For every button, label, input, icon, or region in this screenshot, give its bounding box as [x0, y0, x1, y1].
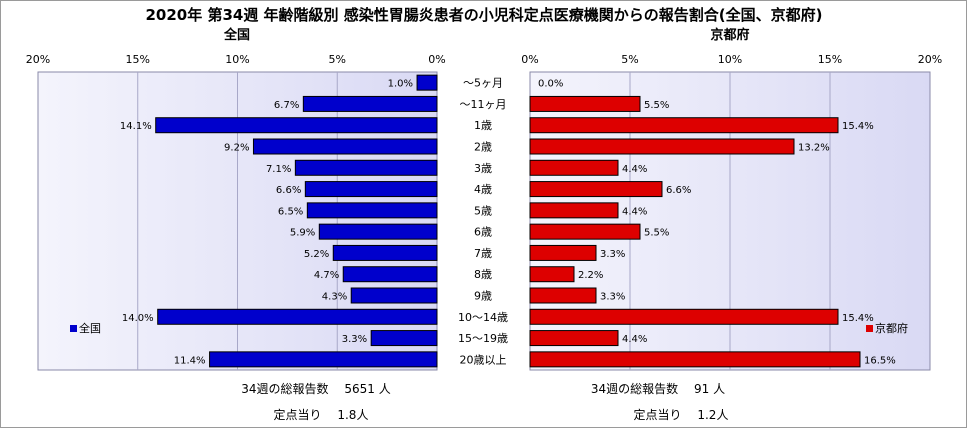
age-category-label: 9歳 [474, 290, 492, 303]
kyoto-data-label: 15.4% [842, 313, 874, 324]
kyoto-data-label: 16.5% [864, 355, 896, 366]
national-data-label: 6.6% [276, 185, 301, 196]
national-bar [332, 244, 438, 261]
age-category-label: 4歳 [474, 183, 492, 196]
kyoto-bar [529, 138, 795, 155]
national-data-label: 9.2% [224, 143, 249, 154]
kyoto-data-label: 3.3% [600, 249, 625, 260]
kyoto-data-label: 15.4% [842, 121, 874, 132]
kyoto-bar [529, 266, 575, 283]
age-category-label: 5歳 [474, 204, 492, 217]
kyoto-x-tick-label: 20% [918, 53, 942, 66]
kyoto-data-label: 3.3% [600, 292, 625, 303]
kyoto-data-label: 5.5% [644, 228, 669, 239]
national-data-label: 3.3% [342, 334, 367, 345]
age-category-label: 15～19歳 [458, 332, 508, 345]
kyoto-bar [529, 159, 619, 176]
national-x-tick-label: 20% [26, 53, 50, 66]
kyoto-data-label: 5.5% [644, 100, 669, 111]
national-bar [157, 308, 438, 325]
national-data-label: 14.0% [122, 313, 154, 324]
kyoto-bar [529, 308, 839, 325]
age-category-label: 2歳 [474, 141, 492, 154]
age-category-label: 8歳 [474, 268, 492, 281]
kyoto-bar [529, 330, 619, 347]
national-bar [350, 287, 438, 304]
panel-title-national: 全国 [223, 27, 250, 43]
national-legend-swatch [70, 325, 77, 332]
national-data-label: 4.7% [314, 270, 339, 281]
national-bar [304, 181, 438, 198]
kyoto-x-tick-label: 10% [718, 53, 742, 66]
national-bar [342, 266, 438, 283]
kyoto-legend-swatch [866, 325, 873, 332]
age-category-label: ～11ヶ月 [460, 98, 507, 111]
kyoto-legend-label: 京都府 [875, 321, 908, 335]
age-category-label: 1歳 [474, 119, 492, 132]
national-data-label: 7.1% [266, 164, 291, 175]
national-bar [294, 159, 438, 176]
national-bar [252, 138, 438, 155]
kyoto-bar [529, 351, 861, 368]
national-bar [209, 351, 438, 368]
national-bar [302, 95, 438, 112]
national-legend-label: 全国 [79, 321, 101, 335]
kyoto-per-site: 定点当り 1.2人 [634, 407, 729, 422]
age-category-label: 3歳 [474, 162, 492, 175]
national-bar [306, 202, 438, 219]
national-bar [318, 223, 438, 240]
kyoto-bar [529, 202, 619, 219]
national-plot-area: 20% 15% 10% 5% 0% 1.0% 6.7% 14.1% 9.2% 7.1% 6.6% 6.… [26, 53, 446, 371]
kyoto-data-label: 2.2% [578, 270, 603, 281]
kyoto-data-label: 4.4% [622, 164, 647, 175]
kyoto-data-label: 13.2% [798, 143, 830, 154]
kyoto-data-label: 6.6% [666, 185, 691, 196]
kyoto-data-label: 4.4% [622, 206, 647, 217]
kyoto-bar [529, 223, 641, 240]
national-x-tick-label: 10% [225, 53, 249, 66]
national-data-label: 4.3% [322, 292, 347, 303]
kyoto-bar [529, 95, 641, 112]
kyoto-x-tick-label: 15% [818, 53, 842, 66]
national-data-label: 6.7% [274, 100, 299, 111]
national-data-label: 11.4% [174, 355, 206, 366]
kyoto-plot-area: 0% 5% 10% 15% 20% 0.0% 5.5% 15.4% 13.2% 4.4% 6.6% 4… [521, 53, 942, 371]
national-data-label: 14.1% [120, 121, 152, 132]
chart-title: 2020年 第34週 年齢階級別 感染性胃腸炎患者の小児科定点医療機関からの報告… [145, 6, 822, 24]
age-category-label: ～5ヶ月 [463, 77, 503, 90]
kyoto-data-label: 4.4% [622, 334, 647, 345]
national-x-tick-label: 0% [428, 53, 445, 66]
national-x-tick-label: 15% [126, 53, 150, 66]
age-category-label: 10～14歳 [458, 311, 508, 324]
kyoto-x-tick-label: 0% [521, 53, 538, 66]
national-data-label: 1.0% [388, 79, 413, 90]
kyoto-bar [529, 287, 597, 304]
age-category-labels: ～5ヶ月 ～11ヶ月 1歳 2歳 3歳 4歳 5歳 6歳 7歳 8歳 9歳 10～14歳 15～19歳 2… [458, 77, 508, 367]
age-category-label: 7歳 [474, 247, 492, 260]
national-data-label: 6.5% [278, 206, 303, 217]
kyoto-data-label: 0.0% [538, 79, 563, 90]
national-bar [370, 330, 438, 347]
age-category-label: 20歳以上 [460, 353, 507, 366]
national-data-label: 5.2% [304, 249, 329, 260]
kyoto-x-tick-label: 5% [621, 53, 638, 66]
age-category-label: 6歳 [474, 226, 492, 239]
national-total-reports: 34週の総報告数 5651 人 [241, 381, 390, 396]
kyoto-bar [529, 244, 597, 261]
kyoto-bar [529, 181, 663, 198]
national-bar [155, 117, 438, 134]
kyoto-total-reports: 34週の総報告数 91 人 [591, 381, 725, 396]
kyoto-bar [529, 117, 839, 134]
national-data-label: 5.9% [290, 228, 315, 239]
national-per-site: 定点当り 1.8人 [274, 407, 369, 422]
national-bar [416, 74, 438, 91]
panel-title-kyoto: 京都府 [710, 27, 749, 43]
national-x-tick-label: 5% [329, 53, 346, 66]
